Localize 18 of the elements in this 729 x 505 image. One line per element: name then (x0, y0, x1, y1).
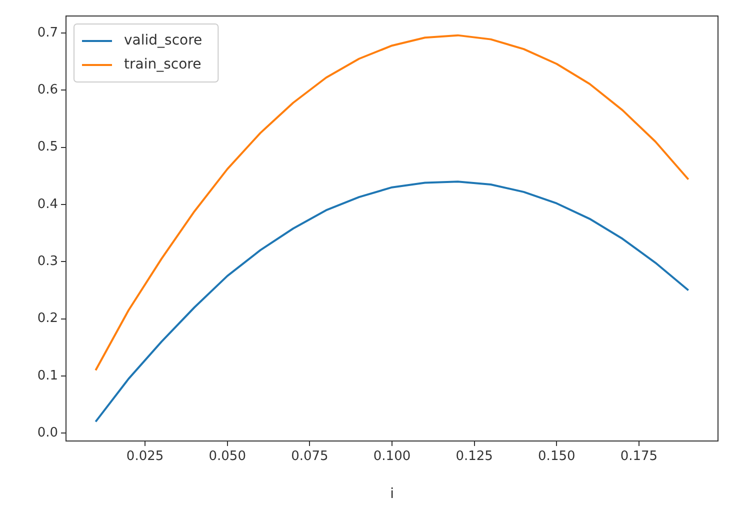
y-tick-label: 0.7 (37, 25, 58, 40)
x-tick-label: 0.175 (620, 449, 658, 464)
legend-label: train_score (124, 56, 202, 73)
y-tick-label: 0.6 (37, 82, 58, 98)
y-tick-label: 0.0 (37, 425, 58, 440)
y-tick-label: 0.3 (37, 254, 58, 270)
x-tick-label: 0.150 (538, 449, 576, 464)
y-tick-label: 0.5 (37, 140, 58, 155)
x-tick-label: 0.075 (291, 449, 328, 464)
y-tick-label: 0.1 (37, 368, 58, 384)
x-tick-label: 0.050 (208, 449, 246, 464)
x-axis-title: i (390, 486, 394, 502)
y-tick-label: 0.4 (37, 196, 58, 212)
x-tick-label: 0.025 (126, 449, 164, 464)
legend-label: valid_score (124, 32, 202, 49)
x-tick-label: 0.100 (373, 449, 411, 464)
y-tick-label: 0.2 (37, 311, 58, 326)
x-tick-label: 0.125 (456, 449, 493, 464)
